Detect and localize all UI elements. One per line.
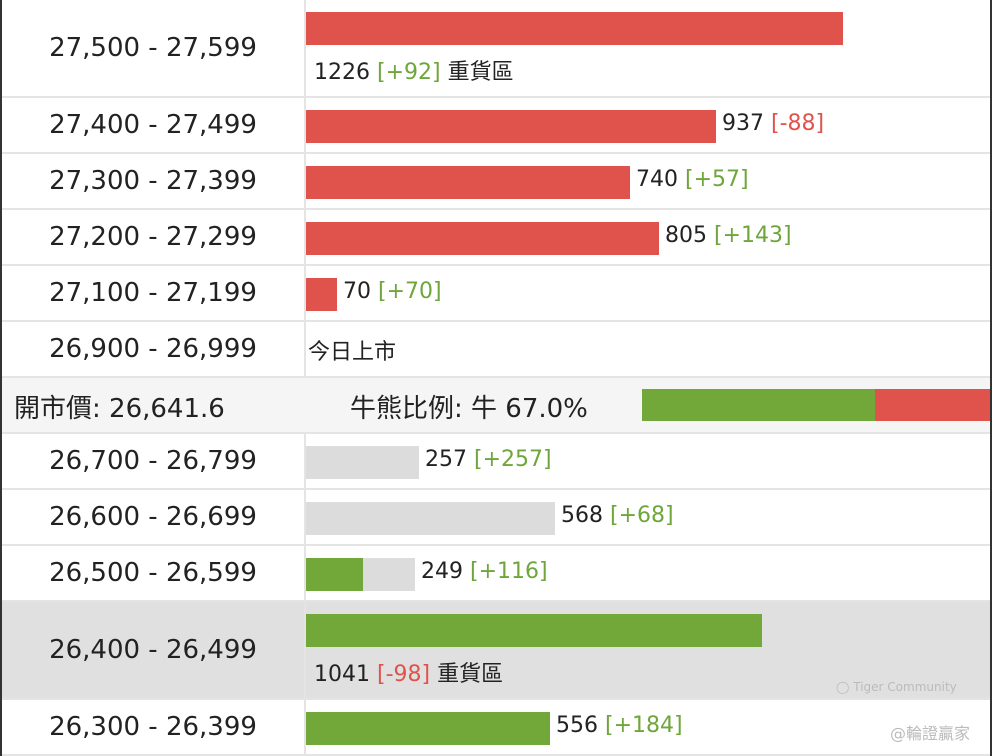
value-bar xyxy=(306,12,843,45)
value-label: 249 [+116] xyxy=(421,559,548,584)
open-price-row: 開市價: 26,641.6 牛熊比例: 牛 67.0% xyxy=(2,378,990,434)
value-label: 937 [-88] xyxy=(722,111,825,136)
change-label: [+257] xyxy=(474,447,552,472)
price-range-row: 27,200 - 27,299 805 [+143] xyxy=(2,210,990,266)
value-bar xyxy=(306,614,762,647)
value-label: 1226 [+92] 重貨區 xyxy=(314,60,514,85)
change-label: [-98] xyxy=(377,662,431,687)
price-range: 26,500 - 26,599 xyxy=(2,546,306,600)
change-label: [-88] xyxy=(771,111,825,136)
ratio-bar-bear xyxy=(875,389,990,421)
watermark-handle: @輪證贏家 xyxy=(890,724,971,743)
value-label: 1041 [-98] 重貨區 xyxy=(314,662,504,687)
price-range-row: 26,600 - 26,699 568 [+68] xyxy=(2,490,990,546)
heavy-zone-note: 重貨區 xyxy=(447,60,514,85)
value-label: 805 [+143] xyxy=(665,223,792,248)
value-bar xyxy=(306,166,630,199)
value-bar xyxy=(306,712,550,745)
price-range-row: 27,400 - 27,499 937 [-88] xyxy=(2,98,990,154)
tiger-logo-icon: ◯ xyxy=(836,680,854,694)
price-range: 27,200 - 27,299 xyxy=(2,210,306,264)
price-range-row: 26,900 - 26,999 今日上市 xyxy=(2,322,990,378)
value-label: 568 [+68] xyxy=(561,503,674,528)
value-bar xyxy=(306,446,419,479)
value-label: 740 [+57] xyxy=(636,167,749,192)
ratio-bar-bull xyxy=(642,389,875,421)
change-label: [+70] xyxy=(378,279,442,304)
heavy-zone-note: 重貨區 xyxy=(437,662,504,687)
value-bar xyxy=(306,502,555,535)
price-range: 26,300 - 26,399 xyxy=(2,700,306,754)
price-range: 26,900 - 26,999 xyxy=(2,322,306,376)
price-range: 26,700 - 26,799 xyxy=(2,434,306,488)
change-label: [+68] xyxy=(610,503,674,528)
price-range-row: 26,400 - 26,499 1041 [-98] 重貨區 xyxy=(2,602,990,700)
open-price: 開市價: 26,641.6 xyxy=(14,394,225,424)
change-label: [+57] xyxy=(685,167,749,192)
bull-bear-ratio: 牛熊比例: 牛 67.0% xyxy=(350,394,588,424)
price-range: 27,400 - 27,499 xyxy=(2,98,306,152)
change-label: [+184] xyxy=(605,713,683,738)
value-label: 70 [+70] xyxy=(343,279,442,304)
price-range-row: 26,300 - 26,399 556 [+184] xyxy=(2,700,990,756)
watermark: ◯ Tiger Community xyxy=(836,680,957,694)
value-bar xyxy=(306,222,659,255)
change-label: [+92] xyxy=(377,60,441,85)
price-range: 26,400 - 26,499 xyxy=(2,602,306,698)
change-label: [+116] xyxy=(470,559,548,584)
price-range: 27,500 - 27,599 xyxy=(2,0,306,96)
value-bar xyxy=(306,110,716,143)
bull-portion-bar xyxy=(306,558,363,591)
price-range-row: 27,300 - 27,399 740 [+57] xyxy=(2,154,990,210)
price-range: 26,600 - 26,699 xyxy=(2,490,306,544)
value-label: 257 [+257] xyxy=(425,447,552,472)
price-range-row: 27,500 - 27,599 1226 [+92] 重貨區 xyxy=(2,0,990,98)
price-range-row: 27,100 - 27,199 70 [+70] xyxy=(2,266,990,322)
value-bar xyxy=(306,278,337,311)
price-range: 27,300 - 27,399 xyxy=(2,154,306,208)
price-range-row: 26,700 - 26,799 257 [+257] xyxy=(2,434,990,490)
price-range: 27,100 - 27,199 xyxy=(2,266,306,320)
change-label: [+143] xyxy=(714,223,792,248)
price-range-row: 26,500 - 26,599 249 [+116] xyxy=(2,546,990,602)
status-text: 今日上市 xyxy=(308,340,397,365)
value-label: 556 [+184] xyxy=(556,713,683,738)
